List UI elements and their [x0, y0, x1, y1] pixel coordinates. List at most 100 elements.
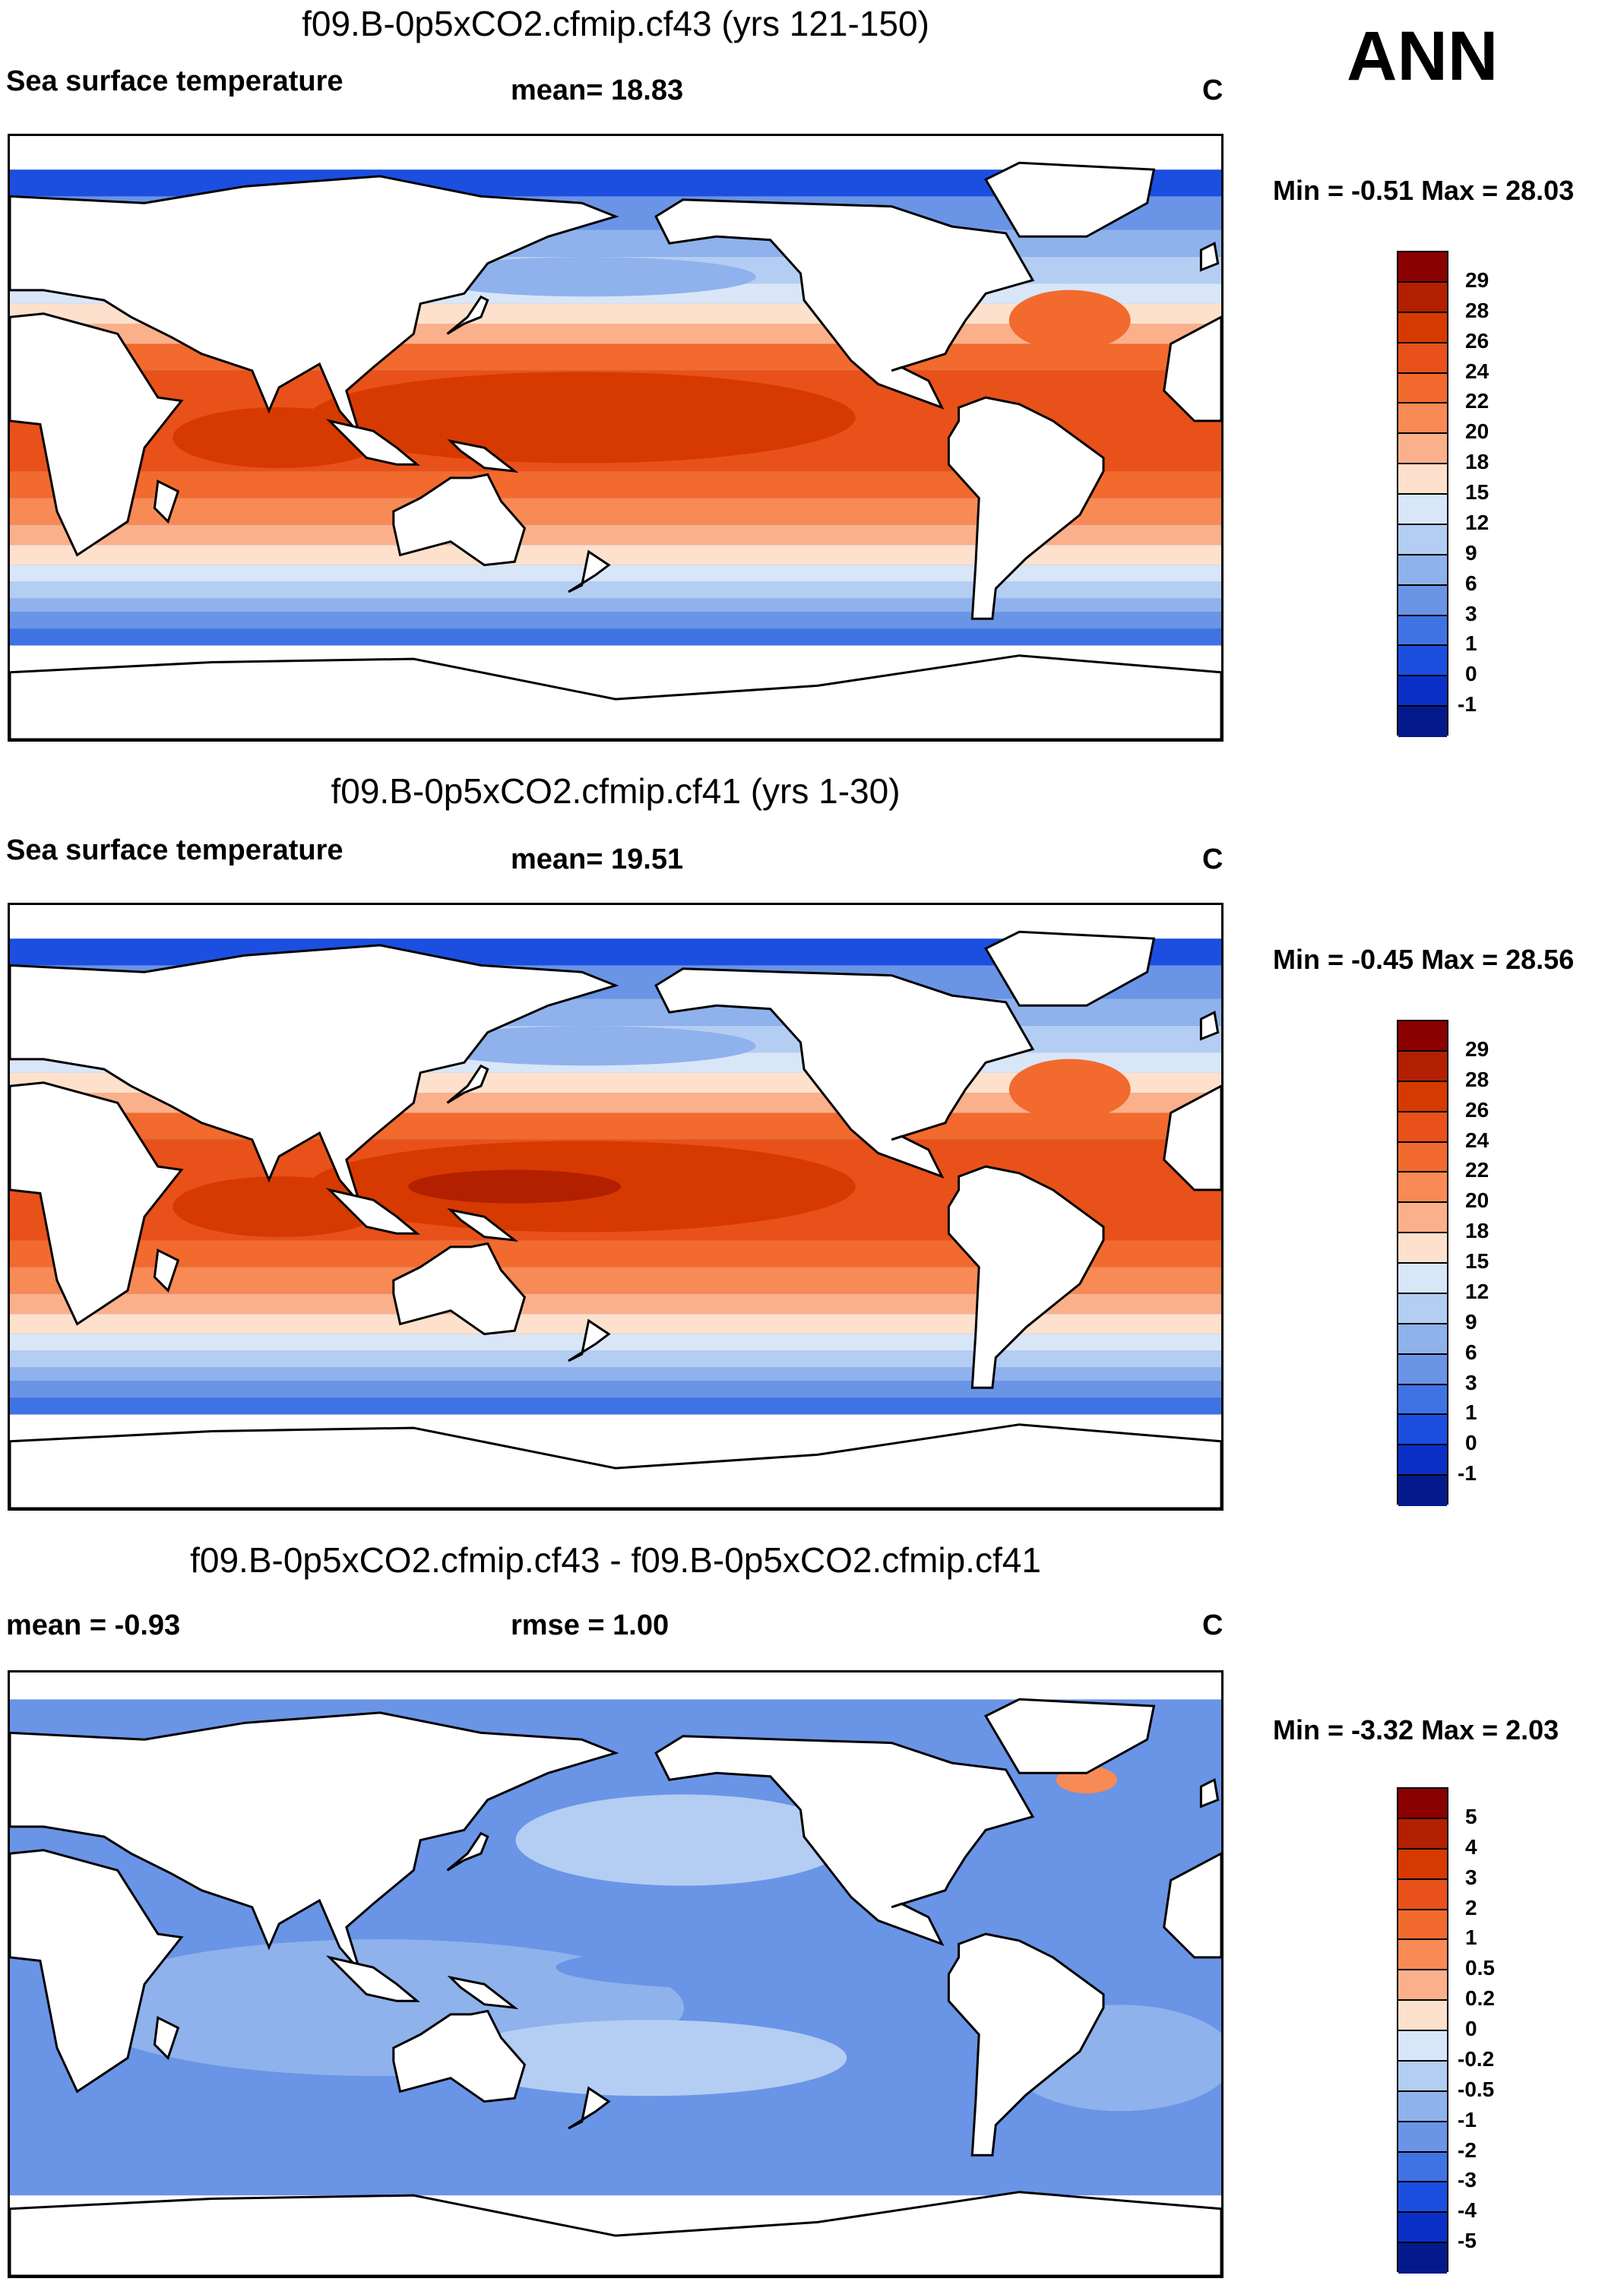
colorbar-tick-label: 9 — [1465, 540, 1477, 565]
land-outline — [983, 1698, 1156, 1774]
colorbar-segment — [1398, 2122, 1447, 2153]
land-outline — [447, 438, 519, 473]
colorbar-segment — [1398, 524, 1447, 555]
colorbar-segment — [1398, 2213, 1447, 2244]
land-outline — [654, 967, 1035, 1179]
panel-3-left-label: mean = -0.93 — [6, 1609, 181, 1641]
colorbar-segment — [1398, 1970, 1447, 2002]
colorbar-tick-label: -5 — [1458, 2229, 1477, 2253]
colorbar-segment — [1398, 1112, 1447, 1143]
land-outline — [447, 1975, 519, 2010]
colorbar-segment — [1398, 464, 1447, 495]
season-label: ANN — [1347, 17, 1499, 95]
colorbar-segment — [1398, 2001, 1447, 2031]
colorbar-tick-label: 6 — [1465, 571, 1477, 595]
panel-2-title: f09.B-0p5xCO2.cfmip.cf41 (yrs 1-30) — [331, 771, 901, 811]
land-outline — [446, 295, 489, 335]
sst-band — [10, 1334, 1221, 1351]
colorbar-tick-label: 26 — [1465, 328, 1489, 353]
diff-patch — [556, 1945, 1012, 1991]
colorbar-tick-label: -4 — [1458, 2198, 1477, 2223]
land-outline — [325, 1188, 420, 1235]
land-outline — [1163, 1084, 1221, 1191]
sst-band — [10, 581, 1221, 599]
colorbar-segment — [1398, 1203, 1447, 1234]
colorbar-segment — [1398, 1354, 1447, 1385]
colorbar-tick-label: 1 — [1465, 1926, 1477, 1950]
colorbar-tick-label: 0 — [1465, 662, 1477, 686]
land-outline — [325, 419, 420, 466]
colorbar-tick-label: 0 — [1465, 2017, 1477, 2040]
colorbar-segment — [1398, 403, 1447, 435]
land-outline — [1199, 1010, 1220, 1041]
panel-3-title: f09.B-0p5xCO2.cfmip.cf43 - f09.B-0p5xCO2… — [190, 1540, 1041, 1580]
colorbar-segment — [1398, 1789, 1447, 1819]
colorbar-tick-label: 22 — [1465, 1158, 1489, 1182]
land-outline — [10, 1423, 1221, 1508]
colorbar-segment — [1398, 1476, 1447, 1506]
colorbar-segment — [1398, 1879, 1447, 1910]
colorbar-segment — [1398, 495, 1447, 525]
land-outline — [10, 1081, 184, 1326]
panel-3-colorbar — [1397, 1787, 1448, 2274]
colorbar-segment — [1398, 707, 1447, 737]
panel-2-center-label: mean= 19.51 — [511, 843, 684, 875]
land-outline — [1199, 1777, 1220, 1809]
colorbar-segment — [1398, 1818, 1447, 1850]
north-pacific-cold — [421, 257, 756, 297]
colorbar-segment — [1398, 1081, 1447, 1112]
colorbar-tick-label: -0.2 — [1458, 2046, 1495, 2071]
colorbar-segment — [1398, 676, 1447, 707]
colorbar-segment — [1398, 616, 1447, 647]
land-outline — [392, 473, 527, 567]
colorbar-segment — [1398, 2182, 1447, 2214]
colorbar-tick-label: 18 — [1465, 450, 1489, 474]
colorbar-tick-label: 26 — [1465, 1097, 1489, 1122]
sst-band — [10, 598, 1221, 612]
colorbar-tick-label: 12 — [1465, 510, 1489, 534]
sst-band — [10, 565, 1221, 582]
land-outline — [1163, 315, 1221, 422]
land-outline — [947, 1165, 1105, 1389]
sst-band — [10, 612, 1221, 629]
land-outline — [153, 1248, 180, 1293]
colorbar-tick-label: 9 — [1465, 1309, 1477, 1334]
colorbar-tick-label: -3 — [1458, 2168, 1477, 2192]
panel-1-minmax: Min = -0.51 Max = 28.03 — [1273, 175, 1575, 206]
warm-pool-core — [408, 1169, 622, 1204]
land-outline — [654, 198, 1035, 410]
colorbar-tick-label: 12 — [1465, 1279, 1489, 1303]
colorbar-segment — [1398, 1445, 1447, 1476]
colorbar-tick-label: 6 — [1465, 1340, 1477, 1364]
land-outline — [10, 312, 184, 557]
colorbar-segment — [1398, 343, 1447, 374]
land-outline — [1163, 1852, 1221, 1959]
colorbar-segment — [1398, 1385, 1447, 1416]
colorbar-tick-label: -2 — [1458, 2138, 1477, 2162]
land-outline — [446, 1064, 489, 1104]
sst-band — [10, 1397, 1221, 1415]
colorbar-tick-label: 20 — [1465, 419, 1489, 444]
panel-1-colorbar — [1397, 251, 1448, 737]
panel-2-colorbar — [1397, 1020, 1448, 1506]
sst-band — [10, 1367, 1221, 1381]
colorbar-tick-label: 5 — [1465, 1804, 1477, 1828]
colorbar-tick-label: 29 — [1465, 267, 1489, 292]
land-outline — [447, 1207, 519, 1242]
colorbar-segment — [1398, 252, 1447, 283]
colorbar-tick-label: 1 — [1465, 631, 1477, 656]
colorbar-segment — [1398, 282, 1447, 313]
colorbar-segment — [1398, 1172, 1447, 1204]
land-outline — [10, 175, 619, 435]
panel-1-title: f09.B-0p5xCO2.cfmip.cf43 (yrs 121-150) — [302, 4, 929, 43]
colorbar-segment — [1398, 1021, 1447, 1052]
colorbar-tick-label: 15 — [1465, 480, 1489, 504]
land-outline — [10, 1849, 184, 2093]
colorbar-tick-label: 0.5 — [1465, 1956, 1495, 1980]
colorbar-segment — [1398, 1940, 1447, 1971]
colorbar-tick-label: 24 — [1465, 1128, 1489, 1152]
panel-2-minmax: Min = -0.45 Max = 28.56 — [1273, 944, 1575, 975]
land-outline — [153, 2016, 180, 2061]
panel-3-center-label: rmse = 1.00 — [511, 1609, 670, 1641]
colorbar-tick-label: -0.5 — [1458, 2077, 1495, 2101]
